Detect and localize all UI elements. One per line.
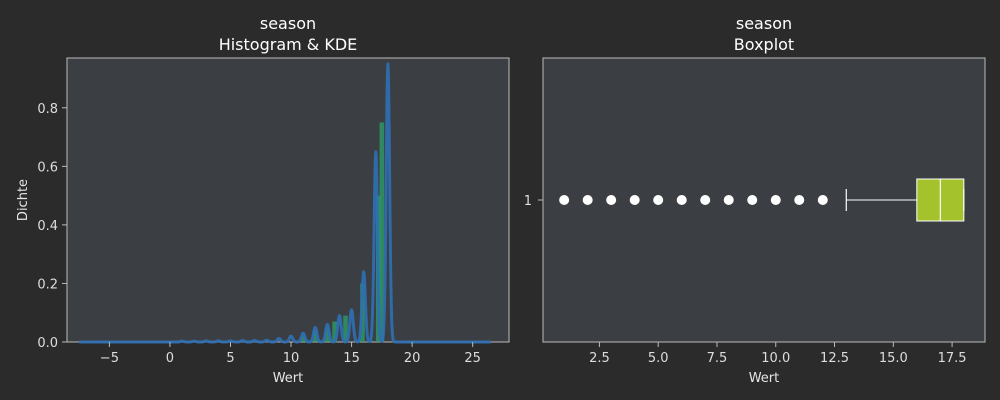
histogram-bar bbox=[343, 315, 348, 342]
right-x-tick-label: 2.5 bbox=[589, 351, 610, 366]
left-x-tick-label: −5 bbox=[100, 351, 119, 366]
histogram-kde-panel: season Histogram & KDE −5 0 5 10 15 20 25 0.00… bbox=[16, 14, 510, 386]
left-x-label: Wert bbox=[273, 371, 304, 386]
histogram-bar bbox=[332, 321, 337, 342]
right-x-tick-label: 10.0 bbox=[761, 351, 790, 366]
left-y-tick-label: 0.2 bbox=[37, 277, 58, 292]
boxplot-panel: season Boxplot 2.5 5.0 7.5 10.0 12.5 15.0 17.5… bbox=[524, 14, 986, 386]
right-x-tick-label: 17.5 bbox=[938, 351, 967, 366]
left-y-tick-label: 0.8 bbox=[37, 102, 58, 117]
kde-line bbox=[77, 62, 493, 344]
outlier-point bbox=[559, 195, 570, 205]
right-x-label: Wert bbox=[749, 371, 780, 386]
outlier-point bbox=[700, 195, 711, 205]
left-plot-area bbox=[66, 57, 510, 343]
right-plot-content bbox=[559, 178, 965, 222]
left-x-tick-label: 5 bbox=[226, 351, 234, 366]
histogram-bar bbox=[325, 327, 330, 342]
left-x-tick-label: 25 bbox=[464, 351, 481, 366]
histogram-bar bbox=[312, 330, 318, 342]
left-y-ticks: 0.0 0.2 0.4 0.6 0.8 bbox=[37, 102, 67, 351]
outlier-point bbox=[676, 195, 687, 205]
outlier-point bbox=[770, 195, 781, 205]
right-y-tick-label: 1 bbox=[524, 194, 532, 209]
left-y-label: Dichte bbox=[16, 179, 31, 221]
left-x-ticks: −5 0 5 10 15 20 25 bbox=[100, 342, 481, 366]
right-x-ticks: 2.5 5.0 7.5 10.0 12.5 15.0 17.5 bbox=[589, 342, 967, 366]
left-x-tick-label: 20 bbox=[404, 351, 421, 366]
left-title: season bbox=[260, 14, 316, 33]
right-subtitle: Boxplot bbox=[734, 35, 794, 54]
left-x-tick-label: 10 bbox=[283, 351, 300, 366]
outlier-point bbox=[747, 195, 758, 205]
right-title: season bbox=[736, 14, 792, 33]
outlier-point bbox=[794, 195, 805, 205]
right-x-tick-label: 5.0 bbox=[648, 351, 669, 366]
outlier-point bbox=[723, 195, 734, 205]
histogram-bar bbox=[379, 122, 385, 342]
right-x-tick-label: 12.5 bbox=[820, 351, 849, 366]
outlier-point bbox=[606, 195, 617, 205]
left-y-tick-label: 0.4 bbox=[37, 219, 58, 234]
left-y-tick-label: 0.0 bbox=[37, 336, 58, 351]
right-x-tick-label: 15.0 bbox=[879, 351, 908, 366]
left-subtitle: Histogram & KDE bbox=[219, 35, 358, 54]
left-x-tick-label: 0 bbox=[166, 351, 174, 366]
left-y-tick-label: 0.6 bbox=[37, 160, 58, 175]
outlier-point bbox=[653, 195, 664, 205]
right-x-tick-label: 7.5 bbox=[707, 351, 728, 366]
outlier-point bbox=[582, 195, 593, 205]
outlier-point bbox=[817, 195, 828, 205]
histogram-bar bbox=[300, 336, 306, 342]
outlier-point bbox=[629, 195, 640, 205]
left-x-tick-label: 15 bbox=[343, 351, 360, 366]
left-plot-content bbox=[77, 62, 493, 344]
